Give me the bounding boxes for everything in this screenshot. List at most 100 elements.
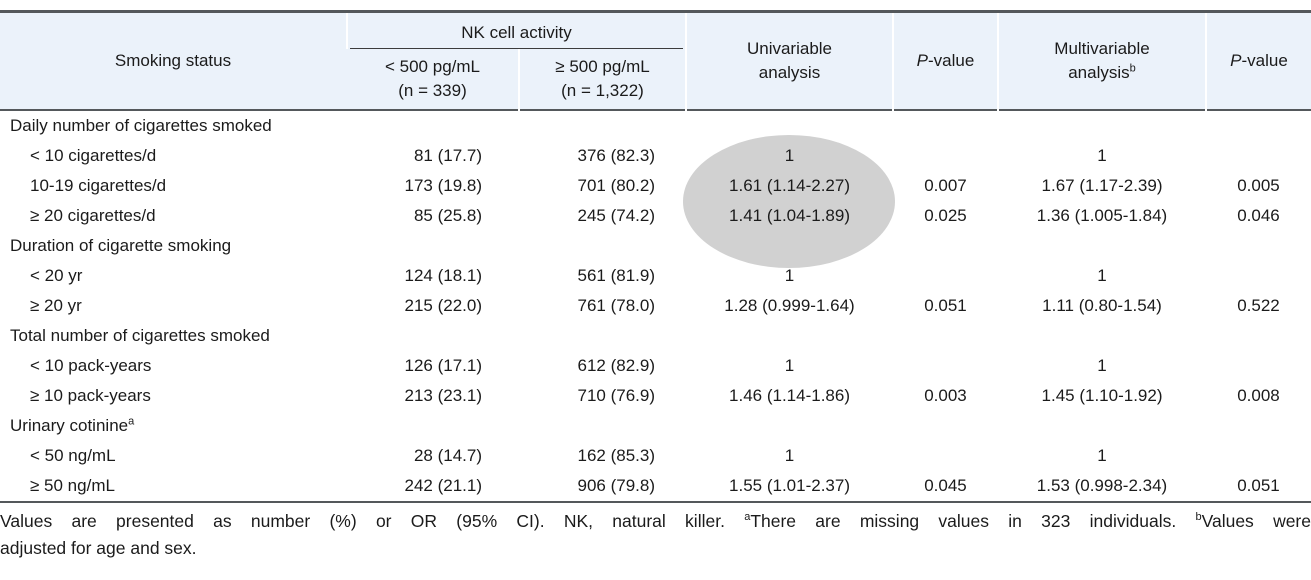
cell-nk-high: 761 (78.0) [577, 295, 656, 315]
table-row-group-daily: Daily number of cigarettes smoked [0, 110, 1311, 141]
cell-nk-high: 561 (81.9) [577, 265, 656, 285]
header-multivariable-analysis: Multivariable analysisb [997, 11, 1206, 110]
table-row: ≥ 20 cigarettes/d 85 (25.8) 245 (74.2) 1… [0, 201, 1311, 231]
cell-univariable: 1.41 (1.04-1.89) [729, 205, 850, 225]
cell-nk-high: 612 (82.9) [577, 355, 656, 375]
header-nk-low-n: (n = 339) [398, 80, 467, 100]
cell-p-value-1: 0.003 [924, 385, 967, 405]
cell-nk-high: 710 (76.9) [577, 385, 656, 405]
cell-multivariable: 1.45 (1.10-1.92) [1041, 385, 1163, 405]
cell-p-value-1: 0.007 [924, 175, 967, 195]
table-row: ≥ 50 ng/mL 242 (21.1) 906 (79.8) 1.55 (1… [0, 471, 1311, 502]
cell-multivariable: 1 [1097, 445, 1107, 465]
row-label: 10-19 cigarettes/d [30, 175, 167, 195]
cell-multivariable: 1 [1097, 265, 1107, 285]
cell-nk-low: 124 (18.1) [404, 265, 483, 285]
cell-p-value-1: 0.051 [924, 295, 967, 315]
table-row: 10-19 cigarettes/d 173 (19.8) 701 (80.2)… [0, 171, 1311, 201]
row-label: < 20 yr [30, 265, 83, 285]
table-footnote: Values are presented as number (%) or OR… [0, 508, 1311, 562]
results-table: Smoking status NK cell activity Univaria… [0, 10, 1311, 503]
cell-univariable: 1 [784, 355, 795, 375]
cell-p-value-1: 0.045 [924, 475, 967, 495]
header-nk-high-n: (n = 1,322) [561, 80, 644, 100]
table-header: Smoking status NK cell activity Univaria… [0, 11, 1311, 110]
cell-univariable: 1.61 (1.14-2.27) [729, 175, 850, 195]
table-row: ≥ 20 yr 215 (22.0) 761 (78.0) 1.28 (0.99… [0, 291, 1311, 321]
table-row: < 10 pack-years 126 (17.1) 612 (82.9) 1 … [0, 351, 1311, 381]
cell-nk-low: 126 (17.1) [404, 355, 483, 375]
cell-p-value-2 [1206, 351, 1311, 381]
header-p1-rest: -value [928, 50, 975, 70]
header-p2-rest: -value [1241, 50, 1288, 70]
cell-nk-low: 242 (21.1) [404, 475, 483, 495]
row-label: < 50 ng/mL [30, 445, 116, 465]
cell-nk-low: 213 (23.1) [404, 385, 483, 405]
cell-multivariable: 1.11 (0.80-1.54) [1042, 295, 1162, 315]
cell-p-value-1 [893, 351, 998, 381]
header-multivariable-line2-text: analysis [1068, 62, 1130, 82]
table-row: < 10 cigarettes/d 81 (17.7) 376 (82.3) 1… [0, 141, 1311, 171]
table-row-group-total: Total number of cigarettes smoked [0, 321, 1311, 351]
header-nk-low: < 500 pg/mL (n = 339) [347, 48, 519, 110]
cell-univariable: 1.46 (1.14-1.86) [729, 385, 850, 405]
row-label-with-superscript: Urinary cotininea [0, 411, 347, 441]
header-multivariable-line2: analysisb [999, 61, 1205, 85]
row-label: < 10 pack-years [30, 355, 152, 375]
cell-nk-low: 85 (25.8) [413, 205, 482, 225]
header-p-value-1: P-value [892, 11, 998, 110]
header-nk-high: ≥ 500 pg/mL (n = 1,322) [518, 48, 686, 110]
cell-nk-low: 81 (17.7) [413, 145, 482, 165]
row-label: Total number of cigarettes smoked [10, 325, 270, 345]
cell-nk-high: 701 (80.2) [577, 175, 656, 195]
cell-nk-low: 215 (22.0) [404, 295, 483, 315]
cell-univariable: 1 [784, 145, 795, 165]
header-univariable-line2: analysis [758, 62, 821, 82]
header-univariable-analysis: Univariable analysis [685, 11, 893, 110]
cell-univariable: 1.28 (0.999-1.64) [724, 295, 855, 315]
header-multivariable-superscript: b [1129, 62, 1136, 75]
cell-nk-low: 28 (14.7) [413, 445, 482, 465]
cell-p-value-1 [893, 261, 998, 291]
table-row-group-duration: Duration of cigarette smoking [0, 231, 1311, 261]
row-label: ≥ 50 ng/mL [30, 475, 115, 495]
cell-nk-low: 173 (19.8) [404, 175, 483, 195]
cell-univariable: 1 [784, 265, 795, 285]
cell-nk-high: 162 (85.3) [577, 445, 656, 465]
footnote-line1: Values are presented as number (%) or OR… [0, 508, 1311, 535]
row-label: ≥ 20 yr [30, 295, 82, 315]
cell-multivariable: 1.36 (1.005-1.84) [1036, 205, 1168, 225]
row-label-superscript: a [128, 414, 135, 427]
cell-p-value-1: 0.025 [924, 205, 967, 225]
footnote-text-1: Values are presented as number (%) or OR… [0, 511, 745, 531]
cell-p-value-2: 0.008 [1237, 385, 1280, 405]
table-row: < 50 ng/mL 28 (14.7) 162 (85.3) 1 1 [0, 441, 1311, 471]
cell-nk-high: 245 (74.2) [577, 205, 656, 225]
cell-multivariable: 1 [1097, 355, 1107, 375]
footnote-superscript-a: a [744, 511, 751, 524]
cell-p-value-1 [893, 141, 998, 171]
header-smoking-status: Smoking status [0, 11, 347, 110]
table-row-group-cotinine: Urinary cotininea [0, 411, 1311, 441]
cell-multivariable: 1 [1097, 145, 1107, 165]
footnote-line2: adjusted for age and sex. [0, 538, 197, 558]
footnote-text-2: There are missing values in 323 individu… [750, 511, 1196, 531]
row-label: Duration of cigarette smoking [10, 235, 232, 255]
row-label: Daily number of cigarettes smoked [10, 115, 272, 135]
cell-nk-high: 376 (82.3) [577, 145, 656, 165]
cell-p-value-2: 0.005 [1237, 175, 1280, 195]
highlight-ellipse [683, 135, 895, 268]
header-univariable-line1: Univariable [746, 38, 833, 58]
cell-nk-high: 906 (79.8) [577, 475, 656, 495]
cell-p-value-2: 0.046 [1237, 205, 1280, 225]
header-nk-high-range: ≥ 500 pg/mL [555, 56, 650, 76]
table-row: < 20 yr 124 (18.1) 561 (81.9) 1 1 [0, 261, 1311, 291]
header-p2-italic: P [1230, 50, 1242, 70]
footnote-text-3: Values were [1201, 511, 1311, 531]
cell-univariable: 1.55 (1.01-2.37) [729, 475, 850, 495]
row-label: ≥ 20 cigarettes/d [30, 205, 156, 225]
header-multivariable-line1: Multivariable [1054, 38, 1150, 58]
header-nk-span-underline: NK cell activity [350, 23, 683, 49]
row-label: Urinary cotinine [10, 415, 129, 435]
